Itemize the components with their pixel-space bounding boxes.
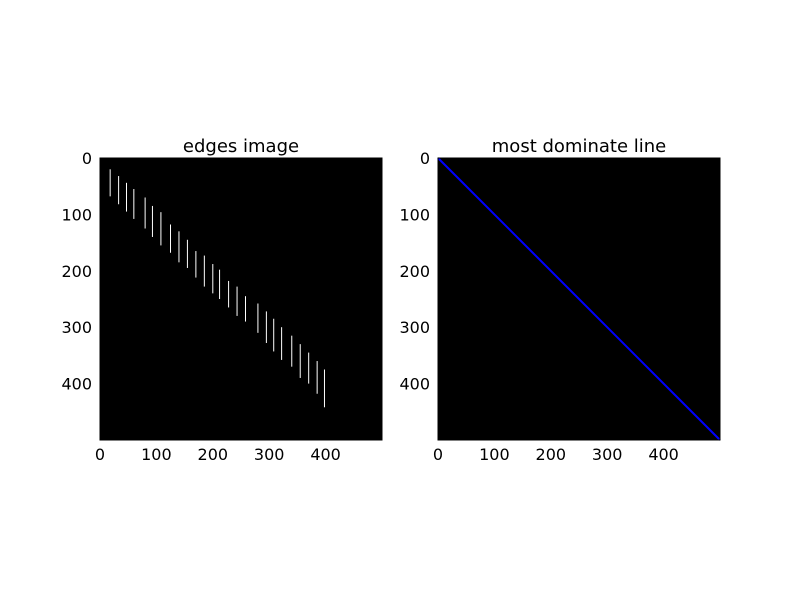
dominant-line-y-tick-label: 100 [399,205,430,224]
dominant-line-y-ticks: 0 100 200 300 400 [399,149,442,394]
edges-image-x-tick-label: 300 [254,445,285,464]
edges-image-y-tick-label: 300 [61,318,92,337]
dominant-line-x-tick-label: 400 [648,445,679,464]
edges-image-x-tick-label: 400 [310,445,341,464]
dominant-line-x-tick-label: 0 [433,445,443,464]
edges-image-plot-area [100,158,382,440]
dominant-line-series [437,157,721,441]
dominant-line-axes: 0 100 200 300 400 0 100 200 300 400 most dominat… [399,136,721,464]
edges-image-y-tick-label: 200 [61,262,92,281]
dominant-line-y-tick-label: 200 [399,262,430,281]
dominant-line-x-tick-label: 100 [479,445,510,464]
edges-image-x-tick-label: 0 [95,445,105,464]
dominant-line-title: most dominate line [492,136,666,157]
dominant-line-x-tick-label: 200 [536,445,567,464]
edges-image-y-tick-label: 0 [82,149,92,168]
dominant-line-frame [437,157,721,441]
edges-image-x-tick-label: 200 [198,445,229,464]
edges-image-y-tick-label: 100 [61,205,92,224]
edges-image-x-ticks: 0 100 200 300 400 [95,436,341,464]
edges-image-marks [109,169,325,408]
dominant-line-x-tick-label: 300 [592,445,623,464]
edges-image-y-ticks: 0 100 200 300 400 [61,149,104,394]
edges-image-title: edges image [183,136,299,157]
edges-image-frame [99,157,383,441]
dominant-line-y-tick-label: 300 [399,318,430,337]
dominant-line-y-tick-label: 400 [399,375,430,394]
dominant-line-y-tick-label: 0 [420,149,430,168]
dominant-line-marks [437,157,721,441]
edges-image-x-tick-label: 100 [141,445,172,464]
dominant-line-x-ticks: 0 100 200 300 400 [433,436,679,464]
edges-image-axes: 0 100 200 300 400 0 100 200 300 400 edges image [61,136,383,464]
edges-image-y-tick-label: 400 [61,375,92,394]
